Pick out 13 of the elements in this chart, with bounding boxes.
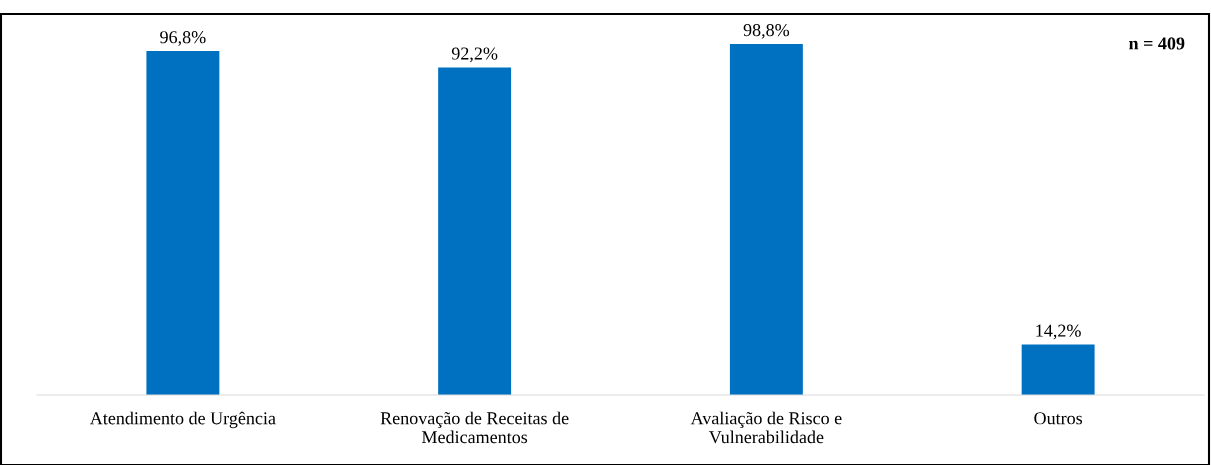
annotation: n = 409	[1129, 37, 1185, 50]
x-tick-label: Outros	[1034, 412, 1083, 425]
data-label: 14,2%	[1036, 324, 1081, 340]
bar	[1021, 344, 1095, 395]
data-label: 98,8%	[743, 23, 790, 39]
data-label: 96,8%	[160, 31, 206, 46]
x-tick-label: Renovação de Receitas de Medicamentos	[380, 411, 569, 444]
data-label: 92,2%	[451, 47, 498, 63]
bar	[438, 67, 512, 395]
x-tick-label: Avaliação de Risco e Vulnerabilidade	[690, 411, 842, 444]
bar	[146, 51, 220, 395]
x-tick-label: Atendimento de Urgência	[89, 411, 276, 429]
bar	[729, 44, 803, 395]
